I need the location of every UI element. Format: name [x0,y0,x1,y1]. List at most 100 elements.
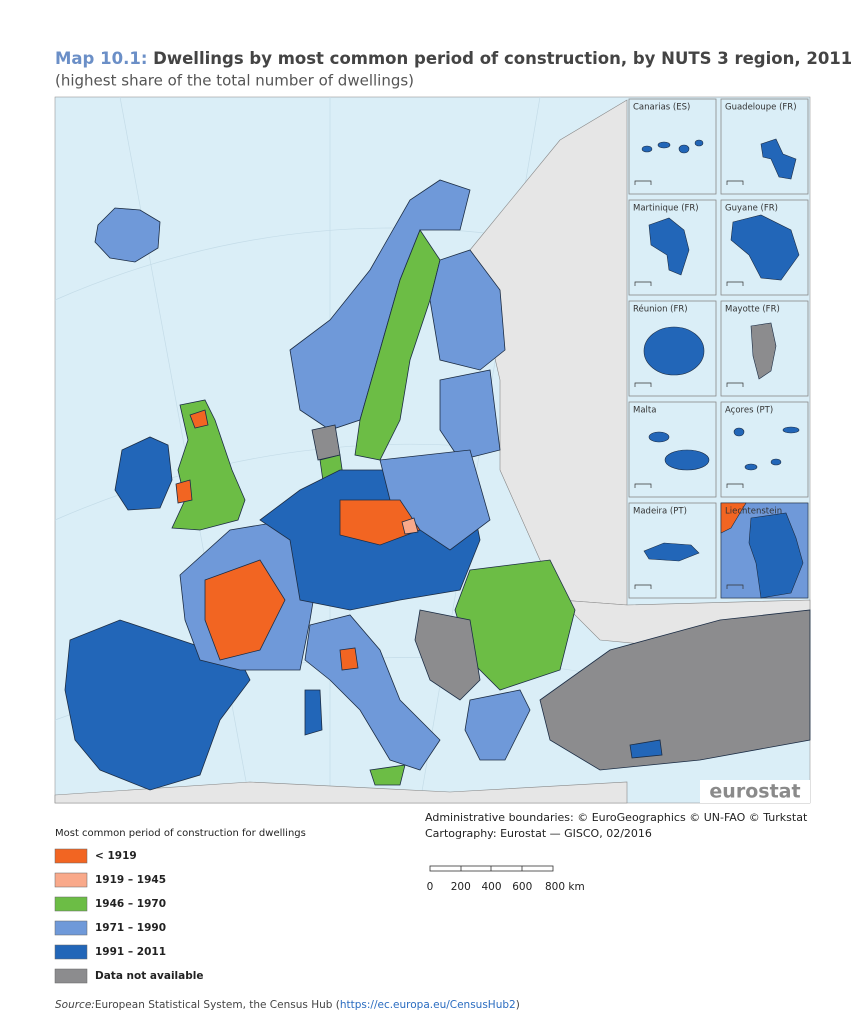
inset-region [641,145,653,153]
source-prefix: Source: [55,999,95,1011]
region [629,739,663,759]
inset-label: Guyane (FR) [725,204,778,214]
region [204,559,286,661]
legend-swatch [54,896,88,912]
inset-label: Liechtenstein [725,507,782,517]
inset-scale [634,180,652,185]
legend-label: < 1919 [95,850,137,862]
inset-region [733,427,745,437]
inset-label: Guadeloupe (FR) [725,103,797,113]
inset-scale [634,382,652,387]
inset-region [748,512,804,599]
inset-frame [720,300,809,397]
source-text: European Statistical System, the Census … [95,999,340,1011]
legend-label: 1991 – 2011 [95,946,166,958]
legend-label: 1919 – 1945 [95,874,166,886]
inset-scale [726,584,744,589]
legend-label: 1971 – 1990 [95,922,166,934]
region [439,369,501,461]
legend-swatch [54,920,88,936]
region [339,499,421,546]
inset-label: Açores (PT) [725,406,773,416]
title-text: Dwellings by most common period of const… [153,49,851,68]
region [339,647,359,671]
inset-label: Mayotte (FR) [725,305,780,315]
inset: Guadeloupe (FR) [720,98,809,195]
inset-region [664,449,710,471]
credit: Cartography: Eurostat — GISCO, 02/2016 [425,827,652,840]
region [304,689,323,736]
inset-label: Martinique (FR) [633,204,699,214]
credit: Administrative boundaries: © EuroGeograp… [425,811,808,824]
inset: Açores (PT) [720,401,809,498]
logo: eurostat [709,781,800,803]
source-suffix: ) [516,999,520,1011]
legend-title: Most common period of construction for d… [55,828,306,839]
region [539,609,811,771]
inset-scale [726,382,744,387]
inset-label: Malta [633,406,656,416]
logo-box [700,780,810,803]
inset-frame [628,401,717,498]
region [304,614,441,771]
source-link[interactable]: https://ec.europa.eu/CensusHub2 [340,999,516,1011]
inset-label: Réunion (FR) [633,304,688,315]
inset-scale [726,281,744,286]
inset-frame [720,401,809,498]
region [64,619,251,791]
legend-swatch [54,848,88,864]
inset-scale [726,483,744,488]
region [429,249,506,371]
inset: Réunion (FR) [628,300,717,397]
inset-frame [628,98,717,195]
inset-region [648,431,670,443]
inset: Madeira (PT) [628,502,717,599]
subtitle: (highest share of the total number of dw… [55,72,414,90]
scale-label: 0 [427,881,434,893]
source: Source:European Statistical System, the … [55,999,520,1011]
title: Map 10.1: Dwellings by most common perio… [55,49,851,68]
legend: < 1919 1919 – 1945 1946 – 1970 1971 – 1990 1… [54,848,203,984]
regions [64,179,811,791]
region [114,436,173,511]
inset: Martinique (FR) [628,199,717,296]
region [414,609,481,701]
inset-label: Madeira (PT) [633,507,687,517]
inset-scale [634,281,652,286]
region [369,764,406,786]
inset-region [678,144,690,154]
scale-bar: 0 200 400 600 800 km [427,865,585,893]
legend-swatch [54,872,88,888]
inset-region [657,141,671,149]
inset-region [782,426,800,434]
inset-region [730,214,800,281]
inset-label: Canarias (ES) [633,103,690,113]
region [175,409,209,504]
inset-scale [634,584,652,589]
inset-region [744,463,758,471]
inset-scale [634,483,652,488]
scale-label: 400 [481,881,501,893]
inset: Canarias (ES) [628,98,717,195]
inset-region [643,542,700,562]
legend-label: Data not available [95,970,203,982]
inset-region [770,458,782,466]
inset: Guyane (FR) [720,199,809,296]
title-prefix: Map 10.1: [55,49,147,68]
inset-region [694,139,704,147]
region [464,689,531,761]
scale-label: 800 km [545,881,585,893]
map: Canarias (ES) Guadeloupe (FR) Martinique (… [54,96,811,804]
inset-region [643,326,705,376]
inset: Malta [628,401,717,498]
scale-label: 200 [451,881,471,893]
legend-label: 1946 – 1970 [95,898,166,910]
inset-scale [726,180,744,185]
region [94,207,161,263]
inset-region [720,502,747,534]
inset: Mayotte (FR) [720,300,809,397]
inset-region [648,217,690,276]
inset: Liechtenstein [720,502,809,599]
legend-swatch [54,944,88,960]
